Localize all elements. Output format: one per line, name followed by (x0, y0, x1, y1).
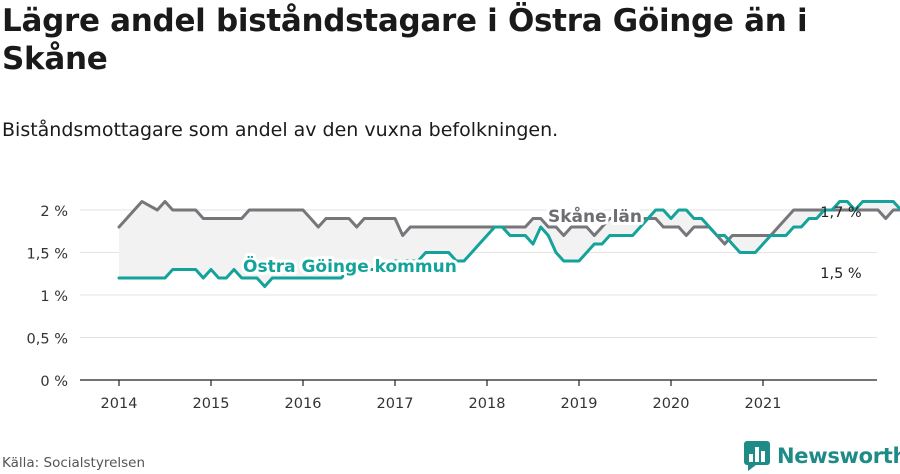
x-tick-label: 2014 (101, 396, 138, 412)
brand-logo: Newsworthy (744, 441, 900, 471)
y-tick-label: 0 % (40, 374, 68, 390)
x-tick-label: 2015 (193, 396, 230, 412)
end-markers: 1,7 % 1,5 % (820, 205, 861, 282)
y-tick-label: 0,5 % (27, 332, 68, 348)
x-tick-label: 2016 (285, 396, 322, 412)
x-tick-label: 2020 (653, 396, 690, 412)
series-label-ostra-goinge: Östra Göinge kommun (243, 255, 457, 277)
end-value-label-skane: 1,7 % (820, 205, 861, 221)
end-value-label-ostra-goinge: 1,5 % (820, 266, 861, 282)
y-tick-label: 1,5 % (27, 247, 68, 263)
x-tick-label: 2018 (469, 396, 506, 412)
brand-name: Newsworthy (777, 444, 900, 468)
bar-chart-logo-icon (744, 441, 770, 471)
series-labels: Skåne län Östra Göinge kommun (240, 202, 645, 280)
chart-title: Lägre andel biståndstagare i Östra Göing… (2, 3, 808, 77)
x-tick-label: 2021 (745, 396, 782, 412)
series-line-skane (117, 200, 900, 246)
y-axis-ticks: 0 % 0,5 % 1 % 1,5 % 2 % (27, 204, 68, 390)
x-tick-label: 2019 (561, 396, 598, 412)
y-tick-label: 2 % (40, 204, 68, 220)
chart-subtitle: Biståndsmottagare som andel av den vuxna… (2, 119, 559, 141)
series-lines (117, 200, 900, 288)
source-note: Källa: Socialstyrelsen (2, 455, 146, 471)
y-tick-label: 1 % (40, 289, 68, 305)
series-label-skane: Skåne län (548, 205, 642, 227)
x-axis-ticks: 2014 2015 2016 2017 2018 2019 2020 2021 (101, 380, 782, 412)
series-line-ostra-goinge (117, 200, 900, 288)
x-tick-label: 2017 (377, 396, 414, 412)
